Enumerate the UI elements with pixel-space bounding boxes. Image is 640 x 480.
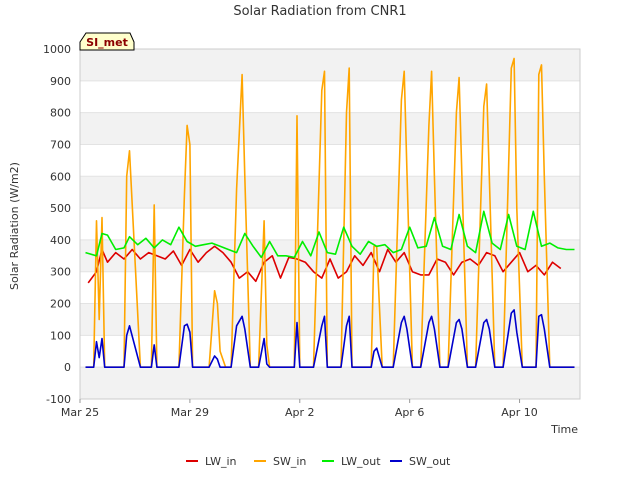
series-lines <box>85 57 575 369</box>
plot-band <box>80 303 580 336</box>
y-tick-label: 200 <box>50 298 71 311</box>
y-tick-label: 300 <box>50 266 71 279</box>
plot-band <box>80 367 580 399</box>
series-line-lw-in <box>87 245 562 284</box>
site-badge: SI_met <box>79 32 135 51</box>
series-line-lw-out <box>85 210 575 259</box>
legend-label: SW_in <box>273 455 306 468</box>
chart-title: Solar Radiation from CNR1 <box>233 4 406 19</box>
legend: LW_in SW_in LW_out SW_out <box>186 455 451 468</box>
plot-frame <box>79 48 581 400</box>
legend-item: LW_in <box>186 455 237 468</box>
y-tick-labels: -100 0 100 200 300 400 500 600 700 800 900 1000 <box>43 43 71 406</box>
plot-band <box>80 239 580 272</box>
x-axis-label: Time <box>550 423 578 436</box>
y-tick-label: 800 <box>50 107 71 120</box>
legend-label: LW_out <box>341 455 381 468</box>
y-tick-label: 0 <box>64 361 71 374</box>
site-badge-shape <box>79 32 135 51</box>
y-axis-label: Solar Radiation (W/m2) <box>8 162 21 290</box>
x-tick-label: Apr 10 <box>501 406 538 419</box>
legend-label: LW_in <box>205 455 237 468</box>
legend-item: SW_out <box>390 455 451 468</box>
y-tick-label: 500 <box>50 202 71 215</box>
legend-item: LW_out <box>322 455 381 468</box>
y-tick-label: 700 <box>50 138 71 151</box>
x-tick-label: Apr 6 <box>395 406 425 419</box>
x-tick-labels: Mar 25 Mar 29 Apr 2 Apr 6 Apr 10 <box>61 399 538 419</box>
legend-item: SW_in <box>254 455 306 468</box>
x-tick-label: Apr 2 <box>285 406 315 419</box>
x-tick-label: Mar 29 <box>171 406 209 419</box>
legend-label: SW_out <box>409 455 451 468</box>
y-tick-label: 100 <box>50 329 71 342</box>
x-tick-label: Mar 25 <box>61 406 99 419</box>
plot-band <box>80 176 580 209</box>
y-tick-label: 1000 <box>43 43 71 56</box>
y-tick-label: 600 <box>50 170 71 183</box>
y-tick-label: 900 <box>50 75 71 88</box>
plot-band <box>80 49 580 81</box>
y-tick-label: 400 <box>50 234 71 247</box>
plot-band <box>80 112 580 145</box>
series-line-sw-out <box>85 309 575 369</box>
plot-bands <box>80 49 580 399</box>
y-tick-label: -100 <box>46 393 71 406</box>
site-badge-label: SI_met <box>86 36 128 49</box>
